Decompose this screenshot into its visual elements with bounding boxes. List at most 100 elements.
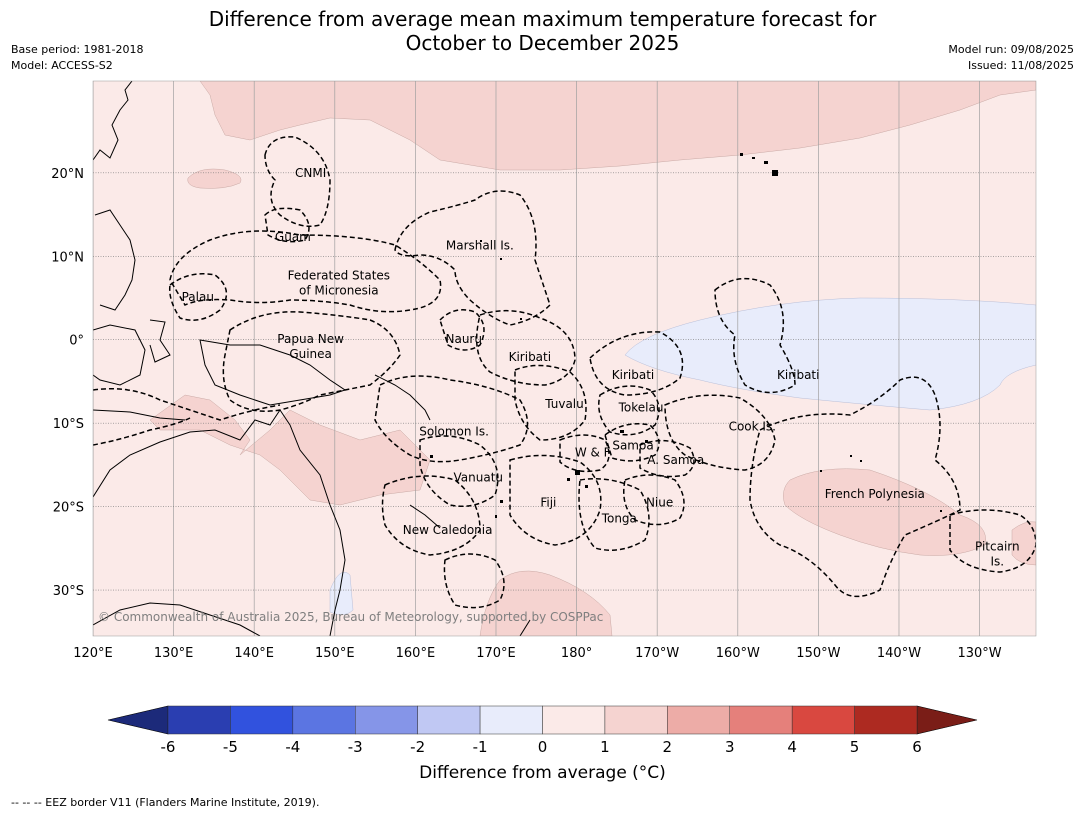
map-frame: [92, 80, 1037, 637]
meta-left: Base period: 1981-2018 Model: ACCESS-S2: [11, 42, 143, 74]
eez-wallis-futuna: [559, 434, 610, 473]
coastline-asia: [93, 81, 133, 161]
colorbar-tick-label: 4: [787, 738, 797, 756]
eez-fsm: [169, 230, 442, 313]
anomaly-region-australia: [149, 394, 431, 506]
meta-right: Model run: 09/08/2025 Issued: 11/08/2025: [948, 42, 1074, 74]
eez-new-caledonia: [381, 475, 481, 556]
x-tick-label: 160°W: [716, 646, 760, 661]
island-dots: [430, 153, 942, 518]
eez-kiribati-east: [714, 277, 796, 394]
region-label: Kiribati: [777, 368, 819, 382]
colorbar-segment: [479, 705, 543, 735]
colorbar-tick-label: -2: [410, 738, 425, 756]
region-label: CNMI: [295, 166, 326, 180]
region-label: Samoa: [612, 439, 653, 453]
anomaly-region-south-central: [479, 570, 613, 636]
colorbar-segment: [230, 705, 294, 735]
eez-kiribati-west: [475, 309, 576, 386]
region-label: Guinea: [289, 347, 332, 361]
colorbar-under-arrow: [107, 705, 169, 735]
y-tick-label: 10°S: [53, 417, 84, 432]
eez-tokelau: [598, 385, 660, 436]
colorbar-segment: [729, 705, 793, 735]
x-tick-label: 130°E: [154, 646, 194, 661]
coastline-java: [93, 409, 186, 421]
eez-australia-north: [93, 388, 281, 421]
region-label: Tonga: [601, 511, 637, 525]
colorbar-label: Difference from average (°C): [419, 763, 666, 783]
eez-tuvalu: [514, 364, 587, 441]
x-tick-label: 180°: [561, 646, 592, 661]
footnote: -- -- -- EEZ border V11 (Flanders Marine…: [11, 796, 320, 809]
colorbar-tick-label: -1: [473, 738, 488, 756]
title-line-1: Difference from average mean maximum tem…: [208, 7, 877, 31]
colorbar-over-arrow: [916, 705, 978, 735]
x-tick-label: 120°E: [73, 646, 113, 661]
gridlines: [93, 81, 1036, 636]
map-title: Difference from average mean maximum tem…: [0, 7, 1085, 55]
y-tick-label: 0°: [69, 334, 84, 349]
axis-tick-labels: 120°E 130°E 140°E 150°E 160°E 170°E 180° 170°W 1…: [51, 167, 1002, 661]
eez-png: [222, 311, 401, 412]
x-tick-label: 160°E: [396, 646, 436, 661]
colorbar-segment: [542, 705, 606, 735]
model-run: Model run: 09/08/2025: [948, 43, 1074, 56]
y-tick-label: 10°N: [51, 250, 84, 265]
eez-palau: [168, 273, 228, 321]
eez-samoa: [604, 423, 660, 462]
eez-niue: [623, 474, 685, 526]
anomaly-region-cool-south: [329, 571, 354, 615]
anomaly-region-north: [199, 81, 1036, 171]
colorbar-segment: [604, 705, 668, 735]
region-label: French Polynesia: [825, 487, 925, 501]
eez-east-timor: [93, 417, 191, 446]
colorbar-segment: [417, 705, 481, 735]
colorbar-segment: [167, 705, 231, 735]
colorbar-segment: [791, 705, 855, 735]
base-period: Base period: 1981-2018: [11, 43, 144, 56]
eez-guam: [264, 207, 310, 243]
region-label: Kiribati: [509, 350, 551, 364]
eez-american-samoa: [639, 439, 695, 478]
region-label: Tuvalu: [544, 397, 584, 411]
region-label: Nauru: [446, 332, 482, 346]
region-label: Tokelau: [618, 400, 664, 414]
eez-nauru: [439, 309, 485, 351]
colorbar-tick-label: 0: [538, 738, 548, 756]
colorbar-tick-label: -5: [223, 738, 238, 756]
coastline-new-caledonia: [409, 504, 441, 529]
coastline-philippines: [94, 209, 136, 311]
eez-cook: [664, 394, 776, 471]
eez-vanuatu: [419, 435, 499, 507]
coastline-new-zealand: [519, 619, 531, 636]
region-label: Is.: [991, 555, 1005, 569]
colorbar-tick-label: -4: [285, 738, 300, 756]
x-tick-label: 170°W: [635, 646, 679, 661]
title-line-2: October to December 2025: [405, 31, 680, 55]
y-tick-label: 20°N: [51, 167, 84, 182]
colorbar-segment: [854, 705, 918, 735]
colorbar-tick-label: 5: [850, 738, 860, 756]
region-label: Marshall Is.: [446, 238, 514, 252]
region-label: Papua New: [277, 332, 344, 346]
anomaly-region-french-polynesia: [783, 468, 986, 556]
region-label: Pitcairn: [975, 540, 1020, 554]
anomaly-region-cool-equatorial: [624, 297, 1036, 411]
model-name: Model: ACCESS-S2: [11, 59, 113, 72]
region-label: Cook Is.: [729, 420, 776, 434]
issued-date: Issued: 11/08/2025: [967, 59, 1074, 72]
eez-marshall: [394, 190, 551, 326]
x-tick-label: 130°W: [957, 646, 1001, 661]
colorbar-segment: [667, 705, 730, 735]
colorbar-tick-label: 6: [912, 738, 922, 756]
region-label: Kiribati: [612, 368, 654, 382]
colorbar-tick-label: -6: [161, 738, 176, 756]
coastline-borneo: [93, 324, 146, 386]
eez-pitcairn: [949, 509, 1036, 573]
colorbar-tick-label: 1: [600, 738, 610, 756]
eez-french-polynesia: [749, 376, 961, 598]
anomaly-region-small-north: [187, 168, 242, 189]
